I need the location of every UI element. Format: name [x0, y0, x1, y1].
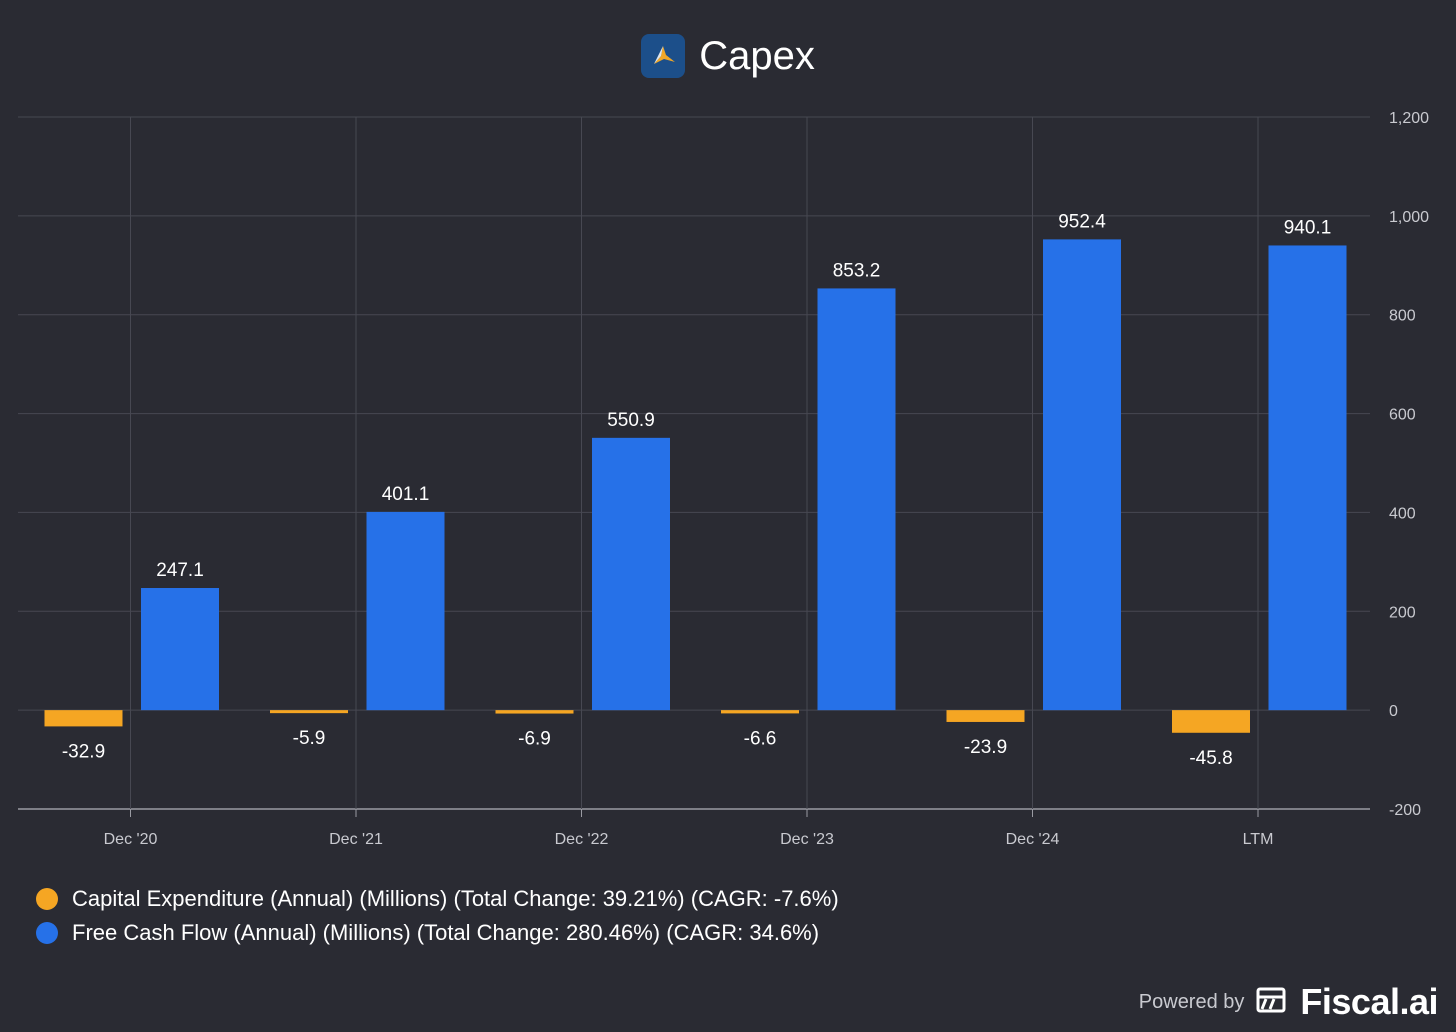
capex-bar [1172, 710, 1250, 733]
capex-bar [270, 710, 348, 714]
chart-plot: 1,200 1,000 800 600 400 200 0 -200 Dec '20 Dec '2… [18, 110, 1429, 848]
capex-data-label: -23.9 [964, 737, 1007, 758]
fcf-bar [592, 437, 670, 711]
powered-by-footer[interactable]: Powered by Fiscal.ai [1138, 981, 1439, 1022]
y-tick-label: -200 [1389, 802, 1421, 819]
fcf-data-label: 550.9 [607, 410, 655, 431]
x-tick-label: Dec '24 [1006, 831, 1060, 848]
brand-name: Fiscal.ai [1300, 981, 1438, 1022]
legend-item-fcf[interactable]: Free Cash Flow (Annual) (Millions) (Tota… [36, 916, 839, 950]
capex-bar [721, 710, 799, 714]
fcf-bar [1268, 245, 1347, 711]
y-tick-label: 1,000 [1389, 209, 1429, 226]
x-tick-label: Dec '23 [780, 831, 834, 848]
fcf-bar [141, 588, 219, 711]
fcf-bar [817, 288, 896, 711]
fcf-data-label: 401.1 [382, 484, 430, 505]
fcf-data-label: 853.2 [833, 260, 881, 281]
x-tick-label: LTM [1243, 831, 1274, 848]
capex-bar [44, 710, 123, 727]
powered-by-text: Powered by [1138, 990, 1245, 1013]
chart-header: Capex [0, 28, 1456, 84]
fcf-bar [366, 511, 445, 711]
fcf-bar [1043, 239, 1121, 711]
legend-label-fcf: Free Cash Flow (Annual) (Millions) (Tota… [72, 920, 820, 945]
capex-bar [495, 710, 574, 714]
capex-data-label: -6.9 [518, 729, 551, 750]
legend-dot-fcf [36, 922, 58, 944]
x-tick-label: Dec '20 [104, 831, 158, 848]
fcf-data-label: 952.4 [1058, 211, 1106, 232]
y-tick-label: 0 [1389, 703, 1398, 720]
legend-label-capex: Capital Expenditure (Annual) (Millions) … [72, 886, 839, 911]
y-tick-label: 1,200 [1389, 110, 1429, 127]
chart-legend: Capital Expenditure (Annual) (Millions) … [36, 882, 839, 950]
company-logo-icon [641, 34, 686, 78]
x-tick-label: Dec '22 [555, 831, 609, 848]
x-tick-label: Dec '21 [329, 831, 383, 848]
capex-data-label: -5.9 [293, 728, 326, 749]
y-tick-label: 200 [1389, 604, 1416, 621]
capex-bar [946, 710, 1025, 722]
y-tick-label: 400 [1389, 505, 1416, 522]
y-tick-label: 600 [1389, 407, 1416, 424]
fcf-data-label: 940.1 [1284, 217, 1332, 238]
fcf-data-label: 247.1 [156, 560, 204, 581]
capex-data-label: -6.6 [744, 728, 777, 749]
legend-item-capex[interactable]: Capital Expenditure (Annual) (Millions) … [36, 882, 839, 916]
capex-data-label: -32.9 [62, 741, 105, 762]
fiscal-ai-logo-icon [1254, 985, 1290, 1020]
y-tick-label: 800 [1389, 308, 1416, 325]
chart-title: Capex [699, 33, 815, 78]
legend-dot-capex [36, 888, 58, 910]
capex-data-label: -45.8 [1189, 748, 1232, 769]
